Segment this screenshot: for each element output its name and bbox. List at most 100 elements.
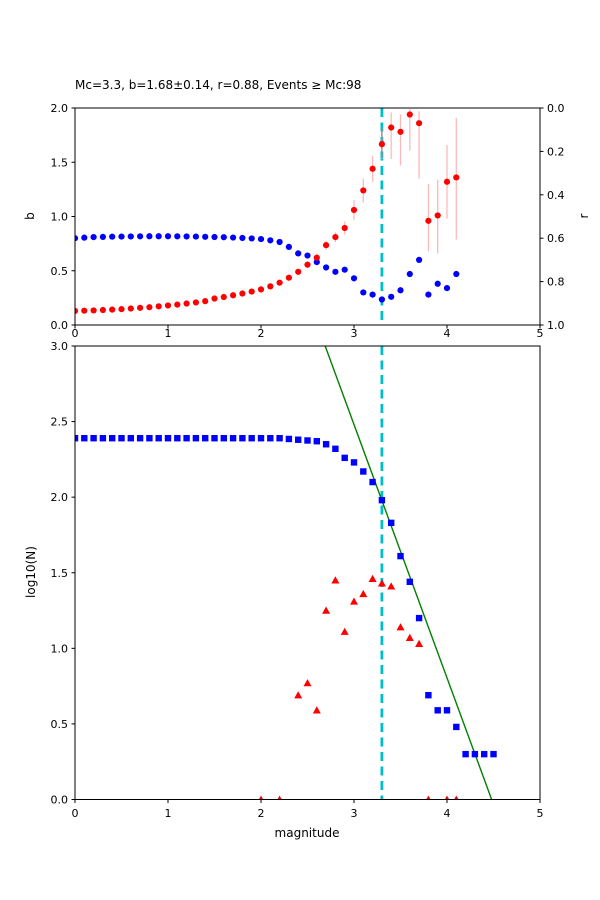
r-value-point xyxy=(248,288,255,295)
r-value-point xyxy=(164,302,172,309)
b-value-point xyxy=(332,268,339,275)
cumulative-count-point xyxy=(313,438,320,445)
cumulative-count-point xyxy=(248,435,255,442)
r-value-point xyxy=(323,242,330,249)
axes-frame: 0 1 2 3 4 5 0.0 0.5 1.0 1.5 2.0 2.5 3.0 xyxy=(51,340,544,820)
b-value-point xyxy=(75,235,79,242)
y-tick-label: 1.0 xyxy=(547,319,565,332)
cumulative-count-point xyxy=(174,435,181,442)
y-tick-label: 1.0 xyxy=(51,642,69,655)
bin-count-point xyxy=(444,795,450,800)
r-value-point xyxy=(155,303,162,310)
cumulative-count-point xyxy=(415,614,423,622)
cumulative-count-point xyxy=(350,459,358,466)
b-value-point xyxy=(416,256,423,263)
y-tick-label: 1.5 xyxy=(51,156,69,169)
cumulative-count-point xyxy=(192,435,200,442)
cumulative-count-point xyxy=(127,435,134,442)
cumulative-count-point xyxy=(164,435,172,442)
x-tick-label: 4 xyxy=(444,807,451,820)
b-value-point xyxy=(397,287,404,294)
bin-count-point xyxy=(454,795,459,800)
r-value-point xyxy=(434,212,441,219)
r-value-point xyxy=(230,292,237,299)
y-tick-label: 0.0 xyxy=(51,794,69,807)
bin-count-point xyxy=(331,576,340,584)
top-chart-data xyxy=(75,108,460,325)
figure-title: Mc=3.3, b=1.68±0.14, r=0.88, Events ≥ Mc… xyxy=(75,78,362,92)
b-value-point xyxy=(323,264,330,271)
cumulative-count-point xyxy=(304,437,311,444)
bin-count-point xyxy=(303,679,312,687)
r-value-point xyxy=(267,283,274,290)
r-value-point xyxy=(99,306,106,314)
r-value-point xyxy=(341,224,348,232)
b-value-point xyxy=(341,266,348,273)
r-value-point xyxy=(90,307,97,314)
y-tick-label: 0.5 xyxy=(51,718,69,731)
cumulative-count-point xyxy=(90,435,97,442)
cumulative-count-point xyxy=(267,435,274,442)
bin-count-point xyxy=(426,795,431,800)
b-value-point xyxy=(304,252,311,259)
bin-count-point xyxy=(415,639,424,647)
y-tick-label: 2.0 xyxy=(51,102,69,115)
cumulative-count-point xyxy=(81,435,88,442)
r-value-point xyxy=(416,120,423,127)
y-tick-label: 0.5 xyxy=(51,265,69,278)
y-tick-label: 0.8 xyxy=(547,276,565,289)
r-value-point xyxy=(192,299,199,306)
cumulative-count-point xyxy=(295,436,302,443)
cumulative-count-point xyxy=(453,723,460,731)
r-value-point xyxy=(202,298,209,305)
cumulative-count-point xyxy=(490,750,497,758)
cumulative-count-point xyxy=(481,750,488,758)
b-value-point xyxy=(267,237,274,244)
bin-count-point xyxy=(312,706,321,714)
cumulative-count-point xyxy=(136,435,144,442)
cumulative-count-point xyxy=(462,750,469,758)
bottom-x-axis-label: magnitude xyxy=(274,826,340,840)
bin-count-point xyxy=(377,579,386,587)
b-value-point xyxy=(183,233,190,240)
cumulative-count-point xyxy=(146,435,153,442)
r-value-point xyxy=(378,141,385,148)
bin-count-point xyxy=(387,582,396,590)
bin-count-point xyxy=(258,795,264,800)
x-tick-label: 5 xyxy=(537,807,544,820)
x-tick-label: 0 xyxy=(72,807,79,820)
x-tick-label: 3 xyxy=(351,807,358,820)
cumulative-count-point xyxy=(369,478,376,486)
x-tick-label: 1 xyxy=(165,807,172,820)
r-value-point xyxy=(174,301,181,308)
x-tick-label: 3 xyxy=(351,327,358,340)
b-value-point xyxy=(164,233,172,240)
cumulative-count-point xyxy=(443,707,451,714)
b-value-point xyxy=(276,238,283,246)
r-value-point xyxy=(118,306,125,313)
bin-count-point xyxy=(368,574,377,582)
gutenberg-richter-fit-line xyxy=(324,346,493,800)
r-value-point xyxy=(425,217,432,224)
cumulative-count-point xyxy=(425,691,432,699)
cumulative-count-point xyxy=(155,435,162,442)
r-value-point xyxy=(453,174,460,181)
b-value-point xyxy=(388,293,395,300)
b-value-point xyxy=(99,233,106,240)
axes-frame: 0 1 2 3 4 5 0.0 0.5 1.0 1.5 2.0 0.0 0.2 0.4 0.6 0.8 1.0 xyxy=(51,102,565,340)
b-value-point xyxy=(202,233,209,240)
b-value-point xyxy=(155,233,162,240)
y-tick-label: 1.0 xyxy=(51,211,69,224)
r-value-point xyxy=(406,111,413,118)
b-value-point xyxy=(90,234,97,241)
b-value-point xyxy=(248,235,255,242)
y-tick-label: 1.5 xyxy=(51,567,69,580)
r-value-point xyxy=(109,306,116,313)
cumulative-count-point xyxy=(239,435,246,442)
b-value-point xyxy=(313,258,320,266)
cumulative-count-point xyxy=(471,750,479,758)
b-value-point xyxy=(360,289,367,296)
b-value-point xyxy=(127,233,134,240)
bin-count-point xyxy=(322,606,331,614)
cumulative-count-point xyxy=(397,552,404,560)
